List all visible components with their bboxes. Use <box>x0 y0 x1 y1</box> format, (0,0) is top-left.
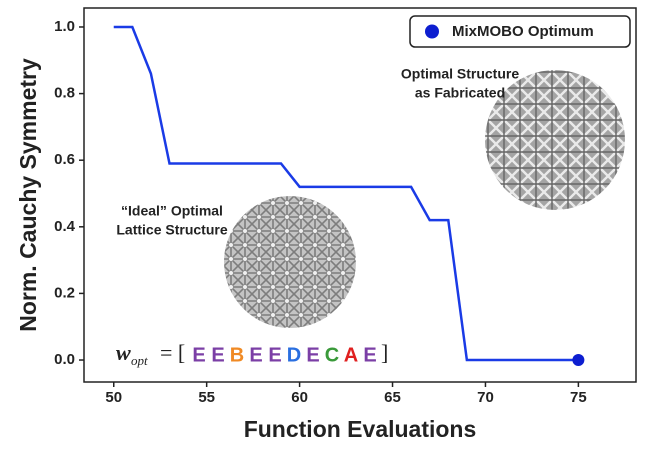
formula-letter: C <box>325 344 339 366</box>
chart: Function Evaluations Norm. Cauchy Symmet… <box>0 0 645 447</box>
formula-letter: E <box>211 344 224 366</box>
x-tick-label: 75 <box>570 389 587 406</box>
y-tick-label: 0.2 <box>54 284 75 301</box>
annotation: “Ideal” Optimal <box>121 203 223 219</box>
legend-label: MixMOBO Optimum <box>452 23 594 40</box>
formula-letter: E <box>268 344 281 366</box>
legend-marker <box>425 25 439 39</box>
annotation: Optimal Structure <box>401 66 519 82</box>
formula-letter: B <box>230 344 244 366</box>
formula-subscript: opt <box>131 353 148 368</box>
x-tick-label: 60 <box>291 389 308 406</box>
formula-letter: E <box>363 344 376 366</box>
formula-letter: E <box>306 344 319 366</box>
formula-letter: E <box>249 344 262 366</box>
y-tick-label: 0.0 <box>54 351 75 368</box>
x-tick-label: 70 <box>477 389 494 406</box>
annotation: Lattice Structure <box>116 222 227 238</box>
x-tick-label: 55 <box>198 389 215 406</box>
formula-letter: A <box>344 344 358 366</box>
annotation: as Fabricated <box>415 85 505 101</box>
y-tick-label: 0.4 <box>54 218 76 235</box>
y-tick-label: 0.6 <box>54 151 75 168</box>
optimum-marker <box>572 354 584 366</box>
x-tick-label: 65 <box>384 389 401 406</box>
y-tick-label: 1.0 <box>54 18 75 35</box>
fabricated-lattice-image <box>485 70 625 210</box>
y-tick-label: 0.8 <box>54 85 75 102</box>
formula-letter: E <box>192 344 205 366</box>
formula-symbol: w <box>116 340 131 365</box>
x-tick-label: 50 <box>105 389 122 406</box>
x-axis-label: Function Evaluations <box>244 416 477 442</box>
formula-close: ] <box>381 340 388 365</box>
y-axis-label: Norm. Cauchy Symmetry <box>15 58 41 332</box>
formula-letter: D <box>287 344 301 366</box>
ideal-lattice-image <box>224 196 356 328</box>
formula-open: = [ <box>160 340 185 365</box>
